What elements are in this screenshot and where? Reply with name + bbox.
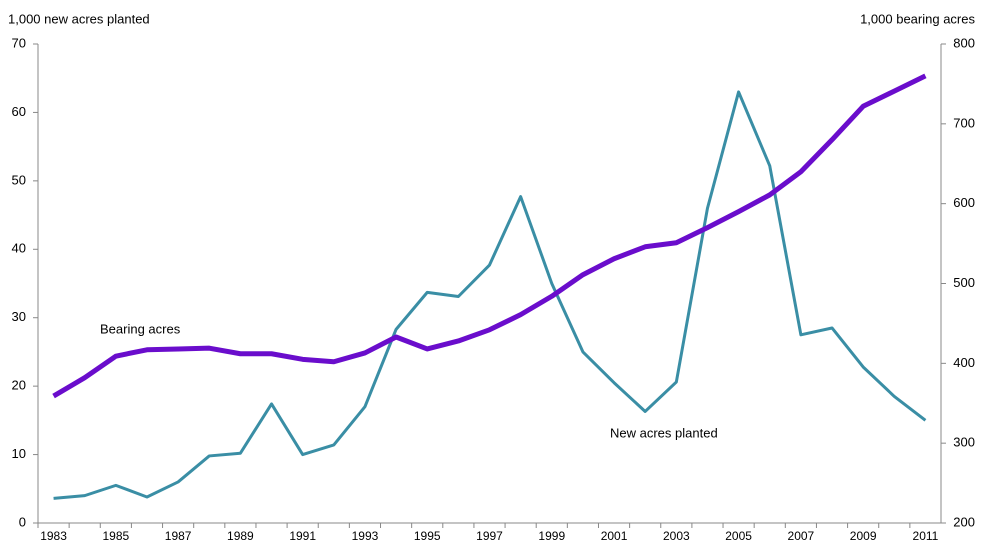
y2-axis-label: 1,000 bearing acres bbox=[860, 11, 975, 26]
y-tick-label: 20 bbox=[12, 378, 26, 393]
x-tick-label: 1989 bbox=[227, 529, 254, 543]
y-tick-label: 10 bbox=[12, 446, 26, 461]
x-tick-label: 1995 bbox=[414, 529, 441, 543]
y2-tick-label: 200 bbox=[953, 514, 975, 529]
x-tick-label: 1983 bbox=[40, 529, 67, 543]
y-tick-label: 60 bbox=[12, 104, 26, 119]
x-tick-label: 1991 bbox=[289, 529, 316, 543]
series-annotation: Bearing acres bbox=[100, 321, 181, 336]
series-line bbox=[53, 90, 927, 500]
x-tick-label: 1997 bbox=[476, 529, 503, 543]
x-tick-label: 1987 bbox=[165, 529, 192, 543]
y2-tick-label: 500 bbox=[953, 275, 975, 290]
y2-tick-label: 300 bbox=[953, 435, 975, 450]
x-tick-label: 2011 bbox=[913, 529, 939, 543]
y-tick-label: 70 bbox=[12, 35, 26, 50]
x-tick-label: 1999 bbox=[538, 529, 565, 543]
y2-tick-label: 800 bbox=[953, 35, 975, 50]
series-line bbox=[52, 73, 927, 399]
y2-tick-label: 700 bbox=[953, 115, 975, 130]
y-tick-label: 50 bbox=[12, 172, 26, 187]
x-tick-label: 2007 bbox=[788, 529, 815, 543]
y-tick-label: 40 bbox=[12, 241, 26, 256]
x-tick-label: 1993 bbox=[352, 529, 379, 543]
x-tick-label: 2003 bbox=[663, 529, 690, 543]
series-annotation: New acres planted bbox=[610, 425, 718, 440]
x-tick-label: 2005 bbox=[725, 529, 752, 543]
y2-tick-label: 600 bbox=[953, 195, 975, 210]
y-tick-label: 0 bbox=[19, 514, 26, 529]
y-axis-label: 1,000 new acres planted bbox=[8, 11, 150, 26]
x-tick-label: 1985 bbox=[102, 529, 129, 543]
y2-tick-label: 400 bbox=[953, 355, 975, 370]
x-tick-label: 2001 bbox=[601, 529, 628, 543]
x-tick-label: 2009 bbox=[850, 529, 877, 543]
y-tick-label: 30 bbox=[12, 309, 26, 324]
